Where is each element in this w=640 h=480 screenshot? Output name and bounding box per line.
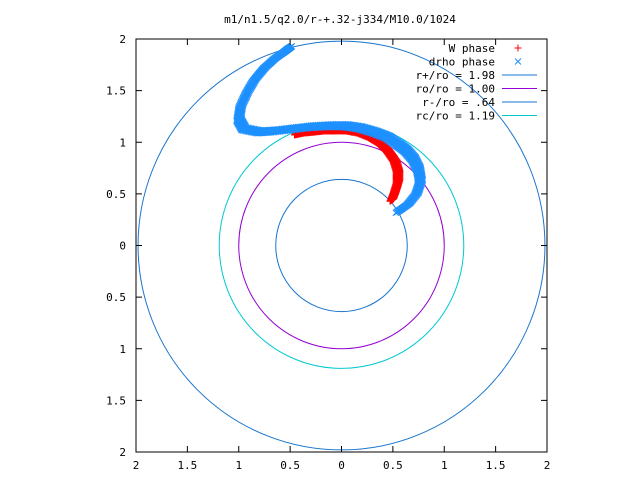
data-point	[240, 125, 248, 133]
data-point	[394, 208, 402, 215]
x-tick-label: 0.5	[383, 459, 403, 472]
data-point	[288, 125, 296, 133]
data-point	[271, 55, 279, 62]
data-point	[404, 200, 412, 208]
y-tick-label: 1.5	[106, 394, 126, 407]
y-tick-label: 1	[119, 136, 126, 149]
radius-circle	[238, 141, 445, 350]
data-point	[243, 89, 251, 97]
x-tick-label: 1	[441, 459, 448, 472]
y-tick-label: 0	[119, 240, 126, 253]
legend-label: rc/ro = 1.19	[416, 110, 495, 123]
y-tick-label: 2	[119, 446, 126, 459]
x-tick-label: 1.5	[177, 459, 197, 472]
y-tick-label: 2	[119, 33, 126, 46]
chart-title: m1/n1.5/q2.0/r-+.32-j334/M10.0/1024	[224, 13, 456, 26]
series-circle	[275, 178, 408, 313]
legend-label: r+/ro = 1.98	[416, 69, 495, 82]
data-point	[237, 102, 245, 110]
axes: 2 1.5 1 0.5 0 0.5 1 1.5 221.510.500.511.52	[106, 33, 550, 472]
x-tick-label: 2	[544, 459, 551, 472]
data-point	[394, 140, 402, 148]
data-point	[402, 147, 410, 154]
data-point	[255, 128, 263, 136]
data-point	[286, 43, 294, 51]
legend-marker	[514, 58, 522, 65]
y-tick-label: 1	[119, 343, 126, 356]
data-point	[391, 157, 399, 165]
legend-label: ro/ro = 1.00	[416, 83, 495, 96]
data-point	[271, 127, 279, 135]
data-point	[342, 122, 349, 130]
legend-marker	[514, 44, 522, 52]
series-circle	[238, 141, 445, 350]
y-tick-label: 1.5	[106, 85, 126, 98]
data-point	[307, 123, 315, 131]
data-point	[250, 76, 258, 84]
data-point	[356, 124, 364, 132]
data-point	[384, 147, 392, 155]
data-point	[415, 165, 422, 173]
data-point	[325, 122, 333, 130]
series-points	[233, 42, 427, 217]
y-tick-label: 0.5	[106, 291, 126, 304]
data-point	[376, 138, 384, 146]
legend-label: drho phase	[429, 56, 495, 69]
data-point	[261, 64, 268, 72]
data-point	[388, 196, 396, 204]
data-point	[394, 177, 402, 185]
data-point	[410, 155, 417, 163]
y-tick-label: 0.5	[106, 188, 126, 201]
legend-label: r-/ro = .64	[422, 96, 495, 109]
data-point	[413, 190, 420, 198]
data-point	[417, 178, 424, 185]
radius-circle	[275, 178, 408, 313]
x-tick-label: 1.5	[486, 459, 506, 472]
data-point	[384, 133, 392, 141]
x-tick-label: 1	[235, 459, 242, 472]
data-point	[391, 188, 399, 196]
x-tick-label: 2	[133, 459, 140, 472]
data-point	[371, 128, 378, 136]
x-tick-label: 0.5	[280, 459, 300, 472]
data-point	[394, 167, 402, 175]
data-point	[281, 48, 289, 55]
x-tick-label: 0	[338, 459, 345, 472]
plot-area	[137, 40, 546, 451]
data-point	[235, 116, 243, 123]
legend-label: W phase	[449, 42, 495, 55]
